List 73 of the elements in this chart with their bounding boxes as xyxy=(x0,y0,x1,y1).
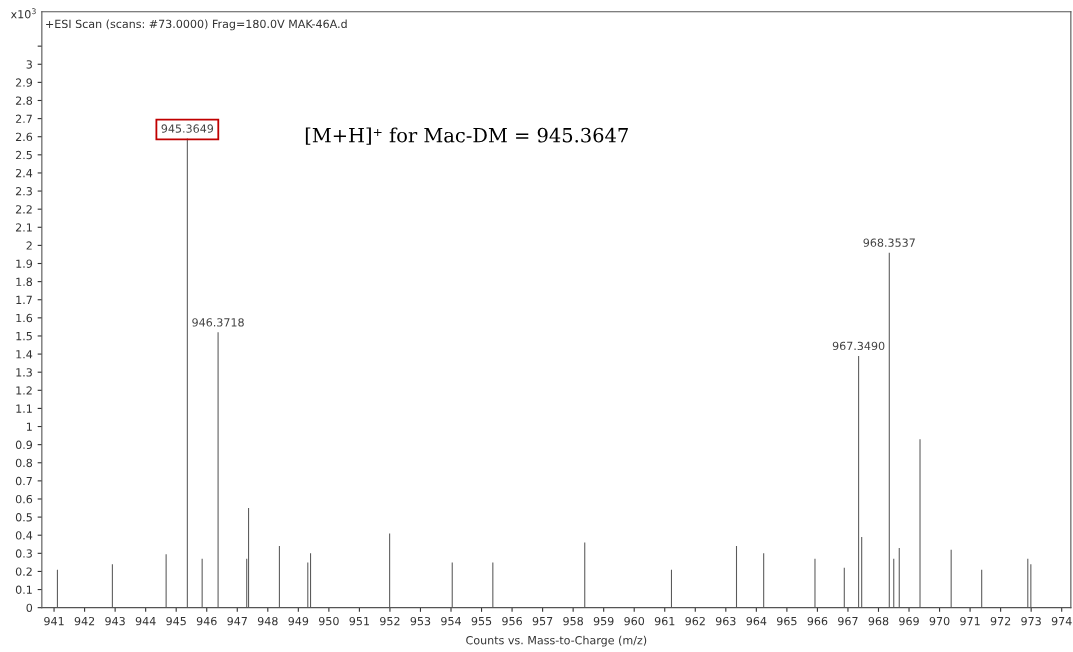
y-tick-label: 2.2 xyxy=(15,205,32,214)
y-tick-label: 0 xyxy=(26,603,33,613)
y-tick-label: 0.9 xyxy=(15,440,33,450)
y-axis-title: x10$^{3}$ xyxy=(10,8,36,19)
y-tick-label: 1.8 xyxy=(16,277,33,286)
x-tick-label: 942 xyxy=(74,616,95,626)
x-tick-label: 955 xyxy=(471,616,492,626)
x-tick-label: 962 xyxy=(685,616,705,626)
x-tick-label: 972 xyxy=(990,616,1011,626)
annotation: 946.3718 xyxy=(192,318,244,327)
x-tick-label: 966 xyxy=(807,616,828,626)
y-tick-label: 0.7 xyxy=(15,476,32,486)
x-tick-label: 957 xyxy=(532,616,553,626)
x-tick-label: 959 xyxy=(593,616,614,626)
y-tick-label: 2.7 xyxy=(15,114,32,123)
x-tick-label: 943 xyxy=(105,616,125,626)
x-tick-label: 954 xyxy=(441,616,461,626)
x-tick-label: 949 xyxy=(288,616,309,626)
y-tick-label: 0.4 xyxy=(15,531,33,540)
y-tick-label: 2.1 xyxy=(15,223,32,232)
x-tick-label: 952 xyxy=(380,616,400,626)
x-tick-label: 974 xyxy=(1051,616,1072,626)
x-tick-label: 944 xyxy=(135,616,156,626)
annotation: 967.3490 xyxy=(832,341,885,351)
y-tick-label: 0.3 xyxy=(15,549,32,558)
y-tick-label: 1.6 xyxy=(16,313,33,323)
annotation: 945.3649 xyxy=(161,124,214,133)
x-tick-label: 951 xyxy=(349,616,369,626)
x-tick-label: 965 xyxy=(776,616,797,626)
x-tick-label: 970 xyxy=(929,616,950,626)
x-tick-label: 960 xyxy=(624,616,645,626)
x-tick-label: 941 xyxy=(44,616,64,626)
x-axis-title: Counts vs. Mass-to-Charge (m/z) xyxy=(466,635,647,647)
x-tick-label: 973 xyxy=(1021,616,1041,626)
y-tick-label: 2.3 xyxy=(15,187,32,196)
y-tick-label: 0.8 xyxy=(15,458,33,468)
x-tick-label: 956 xyxy=(502,616,522,626)
x-tick-label: 945 xyxy=(166,616,186,626)
y-tick-label: 2.4 xyxy=(15,168,33,178)
annotation: 968.3537 xyxy=(863,238,915,247)
y-tick-label: 2 xyxy=(26,241,32,250)
y-tick-label: 2.5 xyxy=(15,150,32,160)
y-tick-label: 1.3 xyxy=(16,368,32,377)
y-tick-label: 0.2 xyxy=(15,567,32,576)
x-tick-label: 968 xyxy=(868,616,889,626)
y-tick-label: 0.1 xyxy=(15,585,32,594)
y-tick-label: 3 xyxy=(26,60,32,69)
y-tick-label: 1.1 xyxy=(16,404,32,413)
y-tick-label: 2.8 xyxy=(15,96,33,105)
x-tick-label: 969 xyxy=(899,616,919,626)
x-tick-label: 964 xyxy=(746,616,767,626)
y-tick-label: 2.6 xyxy=(15,132,33,142)
y-tick-label: 2.9 xyxy=(15,78,33,87)
x-tick-label: 963 xyxy=(715,616,736,626)
y-tick-label: 1.7 xyxy=(16,295,32,304)
x-tick-label: 958 xyxy=(563,616,583,626)
x-tick-label: 953 xyxy=(410,616,431,626)
x-tick-label: 971 xyxy=(960,616,980,626)
y-tick-label: 0.6 xyxy=(15,494,33,504)
text: +ESI Scan (scans: #73.0000) Frag=180.0V MAK-46A.d xyxy=(46,19,347,31)
y-tick-label: 1.9 xyxy=(16,259,33,268)
y-tick-label: 0.5 xyxy=(15,513,32,522)
x-tick-label: 967 xyxy=(838,616,858,626)
y-tick-label: 1 xyxy=(26,422,32,431)
x-tick-label: 948 xyxy=(257,616,278,626)
annotation: [M+H]⁺ for Mac-DM = 945.3647 xyxy=(305,127,628,145)
y-tick-label: 1.2 xyxy=(16,386,32,395)
x-tick-label: 961 xyxy=(654,616,675,626)
x-tick-label: 950 xyxy=(318,616,339,626)
y-tick-label: 1.4 xyxy=(16,350,33,359)
x-tick-label: 946 xyxy=(196,616,217,626)
x-tick-label: 947 xyxy=(227,616,247,626)
y-tick-label: 1.5 xyxy=(16,332,32,341)
